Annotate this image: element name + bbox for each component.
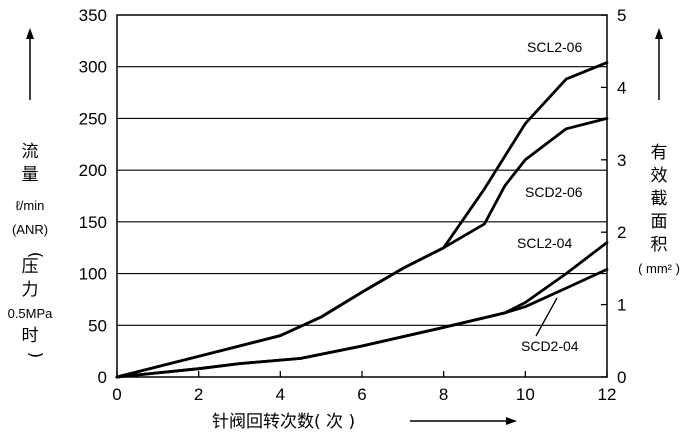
y2-tick-label: 5 — [617, 6, 626, 25]
y2label-c5: 积 — [651, 235, 668, 255]
x-axis-ticks: 0 2 4 6 8 10 12 — [112, 371, 616, 404]
y-axis-ticks: 0 50 100 150 200 250 300 350 — [79, 6, 107, 387]
y2-axis-ticks: 0 1 2 3 4 5 — [601, 6, 626, 387]
ylabel-paren-close: ) — [25, 352, 45, 359]
ylabel-paren-open: ( — [25, 252, 45, 259]
y-tick-label: 350 — [79, 6, 107, 25]
series-line-scl2-06 — [115, 61, 609, 379]
y2-tick-label: 2 — [617, 223, 626, 242]
y-tick-label: 250 — [79, 109, 107, 128]
x-tick-label: 0 — [112, 385, 121, 404]
y-tick-label: 50 — [88, 316, 107, 335]
scd2-04-leader-line — [535, 297, 558, 337]
x-tick-label: 4 — [276, 385, 285, 404]
grid-lines — [117, 66, 607, 326]
series-line-scd2-04 — [115, 268, 609, 379]
y-axis-arrowhead — [26, 28, 34, 39]
y-tick-label: 0 — [98, 368, 107, 387]
xlabel: 针阀回转次数( 次 ) — [212, 412, 355, 432]
ylabel-line1: 流 — [22, 142, 39, 162]
y2label-c2: 效 — [651, 166, 668, 186]
x-tick-label: 10 — [516, 385, 535, 404]
x-tick-label: 6 — [357, 385, 366, 404]
y-tick-label: 200 — [79, 161, 107, 180]
x-tick-label: 8 — [439, 385, 448, 404]
series-label-scd2-04: SCD2-04 — [521, 338, 579, 354]
ylabel-cond2: 力 — [22, 280, 39, 300]
y2-tick-label: 0 — [617, 368, 626, 387]
series-lines — [115, 61, 609, 379]
y2-axis-arrowhead — [655, 28, 663, 39]
ylabel-cond1: 压 — [22, 257, 39, 277]
series-line-scd2-06 — [115, 117, 609, 379]
ylabel-cond3: 时 — [22, 326, 39, 346]
ylabel-unit: ℓ/min — [16, 198, 45, 213]
x-axis-arrowhead — [506, 417, 517, 425]
y2label-unit: ( mm² ) — [638, 261, 680, 276]
y-tick-label: 300 — [79, 58, 107, 77]
y2label-c3: 截 — [651, 189, 668, 209]
series-label-scd2-06: SCD2-06 — [525, 184, 583, 200]
series-label-scl2-06: SCL2-06 — [527, 39, 582, 55]
y2-tick-label: 3 — [617, 151, 626, 170]
ylabel-ref: (ANR) — [12, 222, 48, 237]
y-tick-label: 100 — [79, 265, 107, 284]
ylabel-line2: 量 — [22, 165, 39, 185]
y2-tick-label: 1 — [617, 296, 626, 315]
y2-tick-label: 4 — [617, 78, 626, 97]
ylabel-pressure: 0.5MPa — [8, 306, 54, 321]
x-tick-label: 2 — [194, 385, 203, 404]
series-label-scl2-04: SCL2-04 — [517, 235, 572, 251]
y-tick-label: 150 — [79, 213, 107, 232]
y2label-c1: 有 — [651, 143, 668, 163]
y2label-c4: 面 — [651, 212, 668, 232]
series-line-scl2-04 — [115, 241, 609, 379]
x-tick-label: 12 — [598, 385, 617, 404]
